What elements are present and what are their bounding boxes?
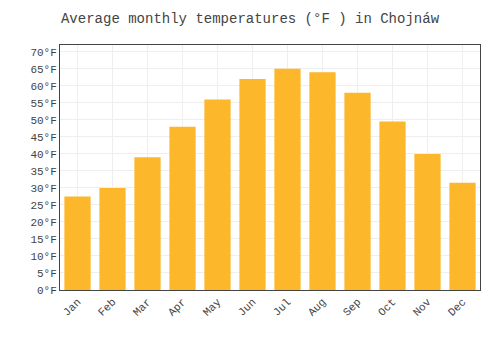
svg-text:0°F: 0°F — [37, 285, 57, 297]
svg-text:Jul: Jul — [271, 296, 293, 318]
svg-text:30°F: 30°F — [30, 183, 56, 195]
svg-text:15°F: 15°F — [30, 234, 56, 246]
svg-text:50°F: 50°F — [30, 115, 56, 127]
svg-text:25°F: 25°F — [30, 200, 56, 212]
svg-text:55°F: 55°F — [30, 98, 56, 110]
svg-text:May: May — [201, 296, 224, 319]
svg-text:Oct: Oct — [376, 296, 398, 318]
svg-text:Apr: Apr — [166, 296, 188, 318]
svg-text:Aug: Aug — [306, 296, 328, 318]
svg-text:70°F: 70°F — [30, 47, 56, 59]
svg-text:Feb: Feb — [96, 296, 118, 318]
svg-text:Jun: Jun — [236, 296, 258, 318]
svg-text:Jan: Jan — [61, 296, 83, 318]
svg-text:Average monthly temperatures (: Average monthly temperatures (°F ) in Ch… — [61, 11, 440, 27]
svg-text:Mar: Mar — [131, 296, 153, 318]
svg-text:Dec: Dec — [446, 296, 468, 318]
svg-text:65°F: 65°F — [30, 64, 56, 76]
svg-text:Sep: Sep — [341, 296, 363, 318]
svg-text:5°F: 5°F — [37, 268, 57, 280]
svg-text:60°F: 60°F — [30, 81, 56, 93]
svg-text:10°F: 10°F — [30, 251, 56, 263]
svg-text:40°F: 40°F — [30, 149, 56, 161]
svg-text:Nov: Nov — [411, 296, 434, 319]
svg-text:20°F: 20°F — [30, 217, 56, 229]
svg-text:35°F: 35°F — [30, 166, 56, 178]
svg-text:45°F: 45°F — [30, 132, 56, 144]
